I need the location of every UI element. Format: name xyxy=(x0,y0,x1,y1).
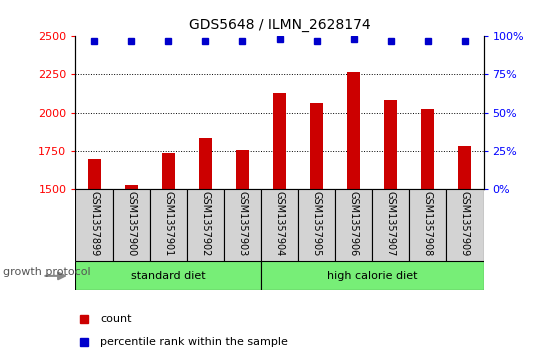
Bar xyxy=(298,189,335,261)
Text: GSM1357900: GSM1357900 xyxy=(126,191,136,256)
Bar xyxy=(447,189,484,261)
Bar xyxy=(458,146,471,189)
Text: GSM1357909: GSM1357909 xyxy=(460,191,470,256)
Bar xyxy=(112,189,150,261)
Bar xyxy=(199,138,212,189)
Text: growth protocol: growth protocol xyxy=(3,267,91,277)
Bar xyxy=(261,261,484,290)
Bar xyxy=(347,72,360,189)
Bar xyxy=(75,189,112,261)
Text: standard diet: standard diet xyxy=(131,271,206,281)
Bar xyxy=(384,99,397,189)
Text: high calorie diet: high calorie diet xyxy=(327,271,418,281)
Bar xyxy=(335,189,372,261)
Text: GSM1357899: GSM1357899 xyxy=(89,191,99,256)
Text: GSM1357902: GSM1357902 xyxy=(200,191,210,256)
Text: GSM1357906: GSM1357906 xyxy=(349,191,359,256)
Bar xyxy=(187,189,224,261)
Bar xyxy=(261,189,298,261)
Text: GSM1357901: GSM1357901 xyxy=(163,191,173,256)
Text: GSM1357907: GSM1357907 xyxy=(386,191,396,256)
Bar xyxy=(310,103,323,189)
Bar xyxy=(88,159,101,189)
Bar xyxy=(409,189,447,261)
Text: GSM1357905: GSM1357905 xyxy=(311,191,321,256)
Text: GSM1357904: GSM1357904 xyxy=(274,191,285,256)
Bar xyxy=(150,189,187,261)
Bar xyxy=(125,185,138,189)
Bar xyxy=(372,189,409,261)
Text: count: count xyxy=(100,314,131,324)
Bar xyxy=(75,261,261,290)
Bar xyxy=(236,150,249,189)
Bar xyxy=(224,189,261,261)
Text: percentile rank within the sample: percentile rank within the sample xyxy=(100,337,288,347)
Title: GDS5648 / ILMN_2628174: GDS5648 / ILMN_2628174 xyxy=(189,19,370,33)
Text: GSM1357908: GSM1357908 xyxy=(423,191,433,256)
Text: GSM1357903: GSM1357903 xyxy=(238,191,248,256)
Bar xyxy=(421,110,434,189)
Bar xyxy=(162,153,175,189)
Bar xyxy=(273,93,286,189)
